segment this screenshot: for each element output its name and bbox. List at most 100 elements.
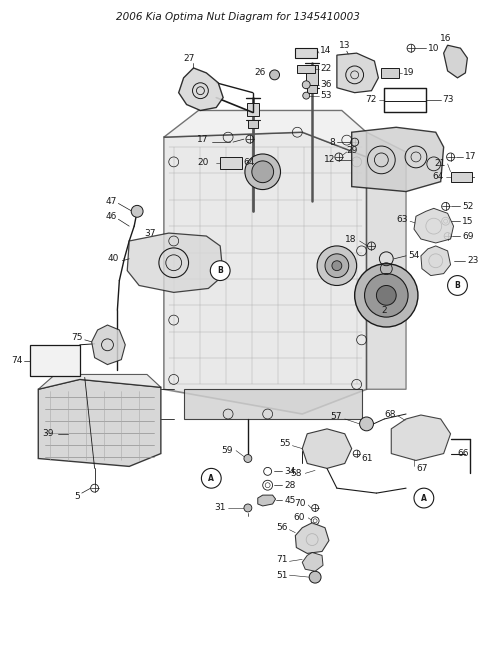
Text: 61: 61 — [361, 454, 373, 463]
Text: 8: 8 — [329, 138, 335, 147]
Text: 56: 56 — [276, 523, 288, 533]
Text: A: A — [208, 474, 214, 483]
Circle shape — [360, 417, 373, 431]
Circle shape — [307, 49, 315, 57]
Text: 5: 5 — [74, 492, 80, 500]
Circle shape — [448, 276, 468, 295]
Polygon shape — [92, 325, 125, 365]
Bar — [297, 65, 315, 73]
Bar — [248, 121, 258, 128]
Text: 52: 52 — [462, 202, 474, 211]
Text: 10: 10 — [428, 44, 439, 52]
Bar — [382, 68, 399, 78]
Circle shape — [131, 206, 143, 217]
Text: 2: 2 — [382, 306, 387, 314]
Circle shape — [297, 49, 305, 57]
Text: 59: 59 — [222, 446, 233, 455]
Text: 22: 22 — [320, 64, 331, 73]
Polygon shape — [302, 429, 352, 468]
Bar — [306, 65, 318, 84]
Polygon shape — [352, 127, 444, 191]
Bar — [307, 84, 317, 92]
Text: 67: 67 — [416, 464, 428, 473]
Text: 74: 74 — [11, 356, 23, 365]
Text: 21: 21 — [434, 159, 445, 168]
Text: 45: 45 — [285, 496, 296, 504]
Text: 53: 53 — [320, 91, 332, 100]
Text: 28: 28 — [285, 481, 296, 490]
Circle shape — [244, 455, 252, 462]
Text: 17: 17 — [197, 135, 208, 143]
Circle shape — [317, 246, 357, 286]
Circle shape — [332, 261, 342, 271]
Polygon shape — [337, 53, 378, 92]
Polygon shape — [258, 495, 276, 506]
Text: 71: 71 — [276, 555, 288, 564]
Text: 54: 54 — [408, 252, 420, 260]
Circle shape — [270, 70, 279, 80]
Circle shape — [414, 488, 434, 508]
Bar — [451, 172, 472, 181]
Text: B: B — [217, 266, 223, 275]
Circle shape — [302, 81, 310, 88]
Text: 34: 34 — [285, 467, 296, 476]
Text: 29: 29 — [347, 145, 358, 155]
Polygon shape — [444, 45, 468, 78]
Bar — [30, 345, 80, 377]
Text: 20: 20 — [197, 159, 208, 168]
Text: 18: 18 — [345, 234, 357, 244]
Polygon shape — [164, 111, 367, 157]
Text: 31: 31 — [215, 504, 226, 512]
Text: 14: 14 — [320, 46, 331, 54]
Text: 27: 27 — [183, 54, 194, 63]
Text: 70: 70 — [294, 498, 305, 508]
Bar — [295, 48, 317, 58]
Polygon shape — [414, 208, 454, 243]
Polygon shape — [38, 379, 161, 466]
Text: 37: 37 — [144, 229, 156, 238]
Text: A: A — [421, 494, 427, 502]
Text: 68: 68 — [384, 409, 396, 419]
Polygon shape — [367, 132, 406, 389]
Text: 60: 60 — [294, 514, 305, 522]
Circle shape — [309, 571, 321, 583]
Circle shape — [376, 286, 396, 305]
Bar — [247, 103, 259, 117]
Text: 17: 17 — [466, 153, 477, 161]
Text: 40: 40 — [108, 254, 120, 263]
Polygon shape — [421, 246, 451, 276]
Text: 19: 19 — [403, 68, 415, 77]
Text: 23: 23 — [468, 256, 479, 265]
Circle shape — [303, 92, 310, 99]
Text: 73: 73 — [443, 95, 454, 104]
Text: 64: 64 — [243, 159, 254, 168]
Text: 63: 63 — [396, 215, 408, 224]
Circle shape — [355, 264, 418, 327]
Text: B: B — [455, 281, 460, 290]
Polygon shape — [179, 68, 223, 111]
Polygon shape — [391, 415, 451, 460]
Text: 51: 51 — [276, 571, 288, 580]
Text: 16: 16 — [440, 34, 451, 43]
Text: 15: 15 — [462, 217, 474, 226]
Polygon shape — [127, 233, 223, 292]
Text: 47: 47 — [106, 197, 118, 206]
Circle shape — [325, 254, 349, 278]
Circle shape — [364, 274, 408, 317]
Circle shape — [244, 504, 252, 512]
Circle shape — [202, 468, 221, 488]
Circle shape — [245, 154, 280, 189]
Text: 55: 55 — [279, 439, 290, 448]
Polygon shape — [38, 375, 161, 389]
Text: 36: 36 — [320, 81, 332, 89]
Text: 64: 64 — [432, 172, 444, 181]
Text: 75: 75 — [71, 333, 83, 343]
Text: 69: 69 — [462, 231, 474, 240]
Text: 26: 26 — [254, 68, 265, 77]
Text: 66: 66 — [457, 449, 469, 458]
Polygon shape — [184, 389, 361, 419]
Polygon shape — [302, 552, 323, 571]
Polygon shape — [295, 523, 329, 553]
Text: 12: 12 — [324, 155, 335, 164]
Bar — [220, 157, 242, 169]
